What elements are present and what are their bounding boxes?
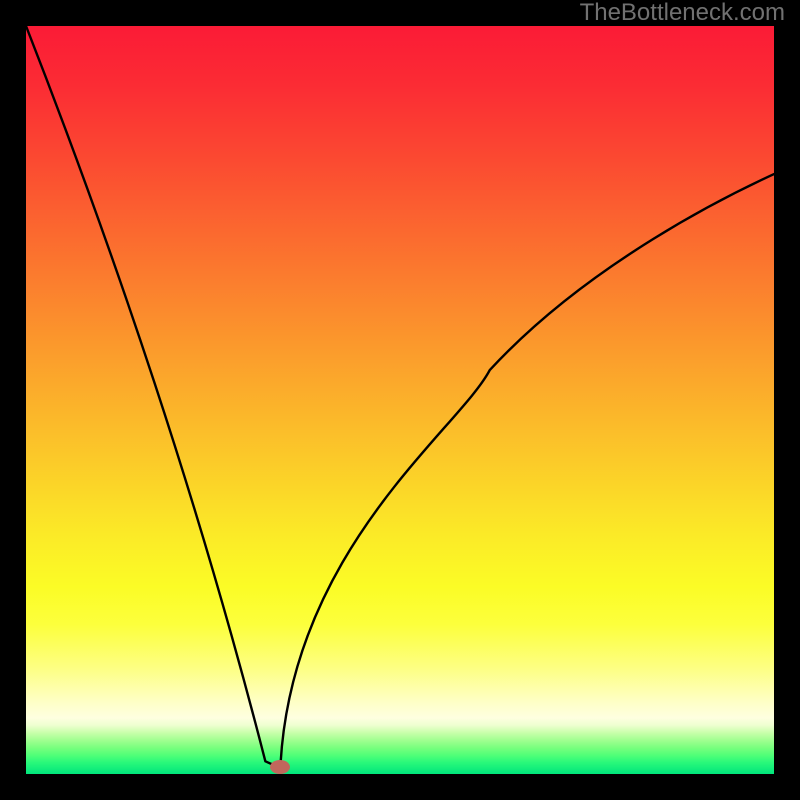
bottleneck-curve	[26, 26, 774, 768]
notch-marker	[270, 760, 290, 774]
curve-svg	[26, 26, 774, 774]
watermark-text: TheBottleneck.com	[580, 0, 785, 27]
chart-frame: TheBottleneck.com	[0, 0, 800, 800]
plot-area	[26, 26, 774, 774]
